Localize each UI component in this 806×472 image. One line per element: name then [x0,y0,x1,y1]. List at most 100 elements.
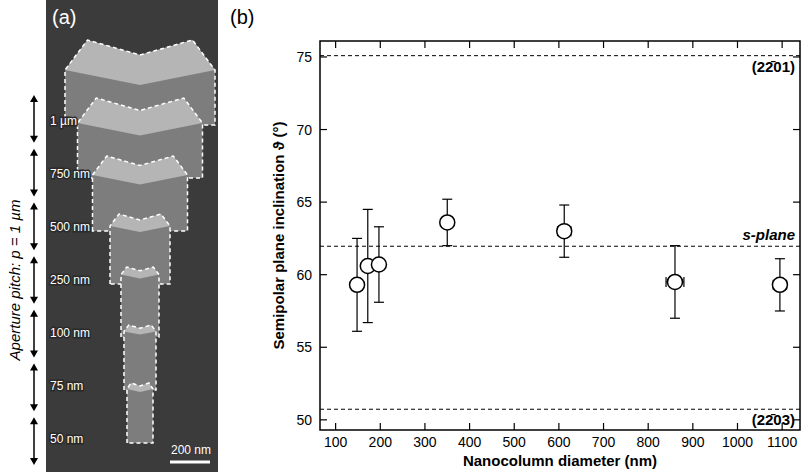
error-cap [374,226,384,227]
x-tick [648,423,649,430]
pitch-arrow [33,100,35,138]
x-tick [469,423,470,430]
y-tick-label: 60 [296,267,312,283]
x-tick-label: 900 [681,434,705,450]
y-tick-right [793,202,800,203]
data-point [371,257,386,272]
arrow-head [30,189,38,196]
column-outline [124,325,156,390]
column-cap [78,98,203,136]
error-cap [442,245,452,246]
data-point [557,224,572,239]
column-body [121,267,159,337]
y-tick-label: 65 [296,194,312,210]
panel-b: (b)1002003004005006007008009001000110050… [230,6,800,469]
x-tick-top [424,41,425,48]
x-tick [335,423,336,430]
y-tick-label: 55 [296,339,312,355]
x-tick-top [514,41,515,48]
diameter-label: 75 nm [50,379,83,393]
diameter-label: 50 nm [50,432,83,446]
arrow-head [30,136,38,143]
reference-line-label: (22̄01) [752,58,795,75]
x-tick-top [737,41,738,48]
x-axis-title: Nanocolumn diameter (nm) [463,452,657,469]
data-point [667,274,682,289]
pitch-arrow [33,261,35,299]
x-tick-label: 100 [324,434,348,450]
data-point [350,277,365,292]
x-tick-label: 700 [592,434,616,450]
x-tick [737,423,738,430]
column-body [127,383,153,443]
y-axis-title: Semipolar plane inclination ϑ (°) [270,121,287,349]
arrow-head [30,149,38,156]
error-cap [374,302,384,303]
diameter-label: 1 µm [50,114,77,128]
column-body [124,325,156,390]
arrow-head [30,351,38,358]
column-cap [121,267,159,278]
x-tick-label: 400 [458,434,482,450]
pitch-arrow [33,422,35,460]
pitch-arrow [33,315,35,353]
y-tick [320,274,327,275]
scale-bar [170,461,210,464]
error-cap [665,277,666,287]
error-cap [670,245,680,246]
panel-label: (b) [230,6,254,28]
arrow-head [30,243,38,250]
x-tick-label: 200 [369,434,393,450]
column-cap [110,214,170,232]
x-tick-label: 1000 [722,434,753,450]
reference-line [320,246,800,247]
x-tick-label: 600 [547,434,571,450]
column-outline [127,383,153,443]
column-body [110,214,170,284]
x-tick-label: 300 [413,434,437,450]
x-tick-top [603,41,604,48]
column-outline [121,267,159,337]
y-tick-right [793,274,800,275]
plot-area [320,56,800,410]
error-cap [559,257,569,258]
column-cap [124,325,156,335]
error-cap [670,318,680,319]
y-tick [320,202,327,203]
error-cap [363,209,373,210]
x-tick [558,423,559,430]
scale-bar-label: 200 nm [171,443,211,457]
y-tick [320,419,327,420]
plot-frame [320,41,800,430]
y-tick-right [793,129,800,130]
reference-line [320,55,800,56]
pitch-arrow [33,369,35,407]
arrow-head [30,458,38,465]
error-cap [352,331,362,332]
arrow-head [30,202,38,209]
error-cap [352,238,362,239]
x-tick [603,423,604,430]
x-tick-label: 800 [637,434,661,450]
pitch-label: Aperture pitch: p = 1 µm [6,200,23,362]
x-tick [424,423,425,430]
panel-label: (a) [52,6,76,28]
reference-line-label: (22̄03) [752,411,795,428]
x-tick [514,423,515,430]
x-tick-label: 1100 [767,434,797,450]
diameter-label: 100 nm [50,326,90,340]
arrow-head [30,95,38,102]
error-cap [775,258,785,259]
figure: 1 µm750 nm500 nm250 nm100 nm75 nm50 nmAp… [0,0,806,472]
arrow-head [30,310,38,317]
error-cap [683,277,684,287]
y-tick-label: 75 [296,49,312,65]
arrow-head [30,256,38,263]
column-cap [93,156,188,185]
x-tick-top [782,41,783,48]
x-tick-top [469,41,470,48]
diameter-label: 750 nm [50,167,90,181]
panel-a: 1 µm750 nm500 nm250 nm100 nm75 nm50 nmAp… [6,0,218,472]
y-tick [320,129,327,130]
x-tick [692,423,693,430]
